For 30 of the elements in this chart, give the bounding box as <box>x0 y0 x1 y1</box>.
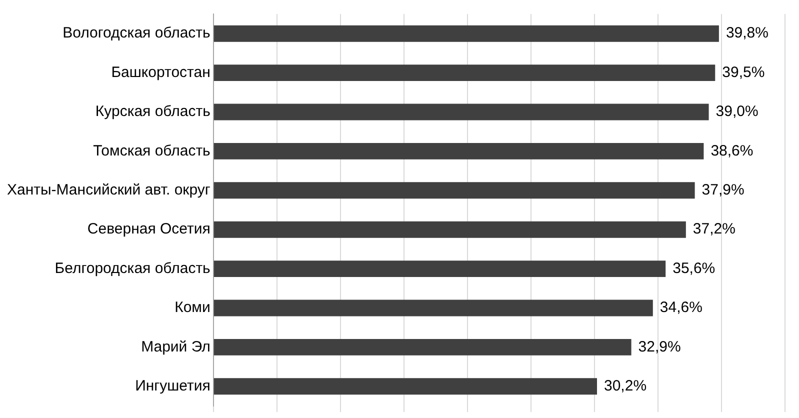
data-label: 38,6% <box>710 142 754 160</box>
bar <box>214 260 666 278</box>
data-label: 30,2% <box>604 378 647 395</box>
bar <box>214 64 716 82</box>
y-tick-label: Коми <box>174 299 210 316</box>
bar <box>214 300 653 316</box>
bar <box>214 182 695 199</box>
bar <box>214 378 598 395</box>
data-label: 39,8% <box>726 24 768 42</box>
data-label: 37,2% <box>692 220 736 238</box>
y-tick-label: Ингушетия <box>135 378 210 395</box>
y-tick-label: Томская область <box>93 142 211 160</box>
data-label: 32,9% <box>638 338 681 356</box>
y-tick-label: Ханты-Мансийский авт. округ <box>6 182 211 199</box>
y-tick-label: Марий Эл <box>141 338 210 356</box>
y-tick-label: Башкортостан <box>111 64 210 81</box>
y-tick-label: Курская область <box>95 103 211 120</box>
bar <box>214 338 632 356</box>
data-label: 39,0% <box>716 103 758 120</box>
y-tick-label: Белгородская область <box>54 260 211 277</box>
data-label: 34,6% <box>660 299 702 316</box>
data-label: 37,9% <box>702 182 744 199</box>
bar <box>214 142 704 160</box>
data-label: 39,5% <box>722 64 765 81</box>
data-label: 35,6% <box>672 260 716 277</box>
bar <box>214 104 709 120</box>
bar <box>214 25 719 42</box>
y-tick-label: Северная Осетия <box>87 220 210 238</box>
y-tick-label: Вологодская область <box>62 24 211 42</box>
bar <box>214 221 686 238</box>
